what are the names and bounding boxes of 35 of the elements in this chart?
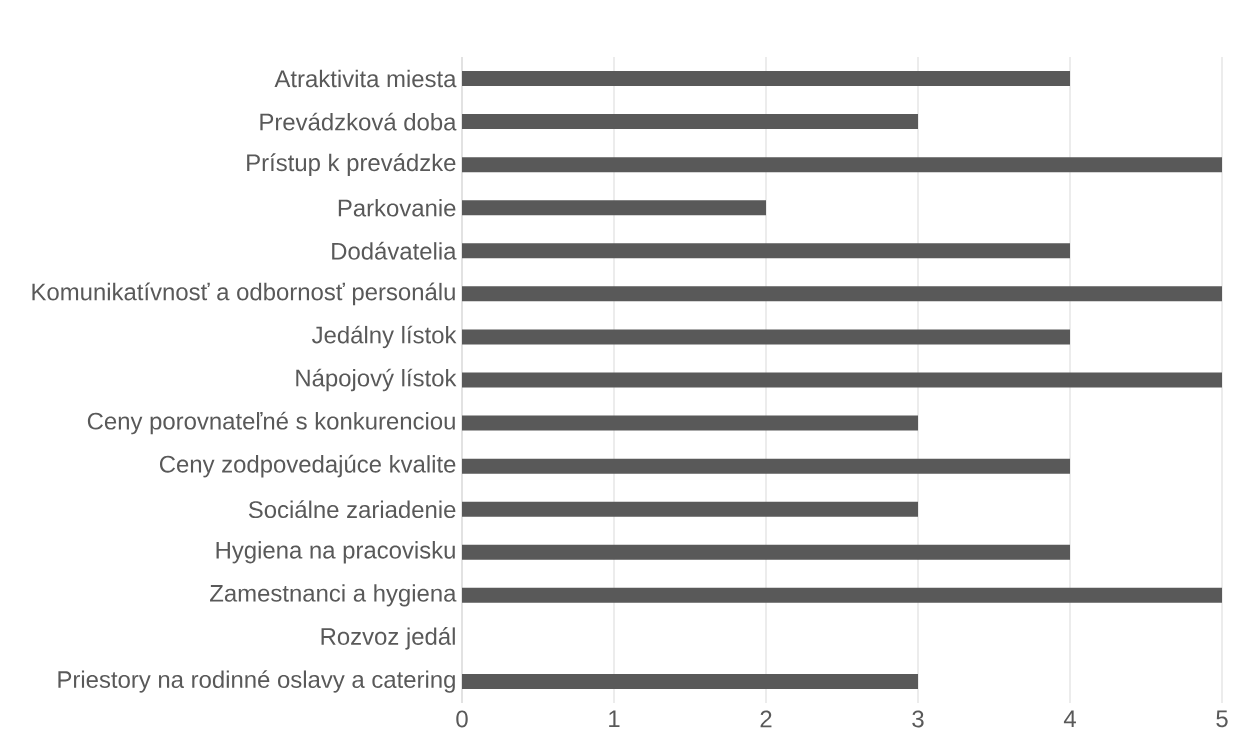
y-tick-label: Zamestnanci a hygiena xyxy=(210,584,457,607)
bar xyxy=(462,71,1071,87)
bar xyxy=(462,372,1223,388)
y-tick-label: Ceny porovnateľné s konkurenciou xyxy=(87,411,455,435)
x-tick-label: 2 xyxy=(760,710,772,728)
y-tick-label: Atraktivita miesta xyxy=(274,69,457,88)
bar xyxy=(462,501,919,517)
x-tick-label: 1 xyxy=(609,710,620,727)
x-tick-label: 4 xyxy=(1063,710,1076,727)
bar xyxy=(462,200,767,216)
y-tick-label: Dodávatelia xyxy=(332,241,457,260)
bar xyxy=(462,544,1071,560)
bar xyxy=(462,673,919,689)
bar xyxy=(462,114,919,130)
x-tick-label: 3 xyxy=(912,710,924,728)
bar xyxy=(462,243,1071,259)
bar xyxy=(462,157,1223,173)
bar xyxy=(462,458,1071,474)
y-tick-label: Ceny zodpovedajúce kvalite xyxy=(159,454,456,478)
y-tick-label: Sociálne zariadenie xyxy=(248,500,456,519)
bar xyxy=(462,286,1223,302)
y-tick-label: Komunikatívnosť a odbornosť personálu xyxy=(32,282,455,306)
y-tick-label: Priestory na rodinné oslavy a catering xyxy=(58,670,455,693)
y-tick-label: Hygiena na pracovisku xyxy=(216,541,455,564)
y-tick-label: Prístup k prevádzke xyxy=(247,153,456,176)
bar xyxy=(462,329,1071,345)
y-tick-label: Prevádzková doba xyxy=(260,112,457,131)
y-tick-label: Jedálny lístok xyxy=(312,325,457,349)
y-tick-label: Parkovanie xyxy=(338,198,456,217)
bar xyxy=(462,587,1223,603)
bar xyxy=(462,415,919,431)
x-tick-label: 0 xyxy=(456,710,468,728)
x-tick-label: 5 xyxy=(1216,710,1228,728)
y-tick-label: Rozvoz jedál xyxy=(321,627,455,650)
y-tick-label: Nápojový lístok xyxy=(296,368,457,392)
